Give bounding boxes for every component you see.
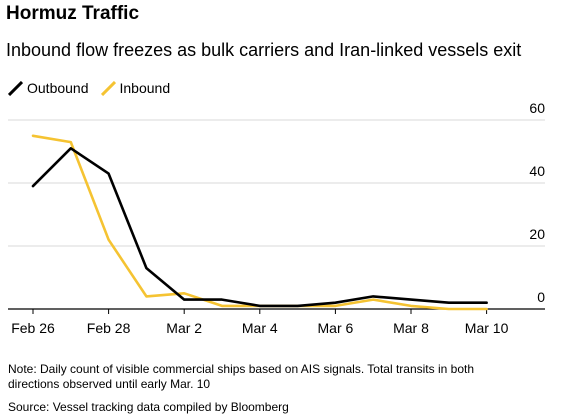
x-tick-label: Mar 4: [242, 320, 278, 336]
chart-title: Hormuz Traffic: [6, 3, 140, 24]
chart-note: Note: Daily count of visible commercial …: [8, 362, 475, 391]
legend-label-outbound: Outbound: [27, 80, 89, 96]
y-tick-label: 60: [529, 100, 545, 116]
series-line-inbound: [31, 134, 488, 311]
line-chart: 0 20 40 60 Feb 26 Feb 28 Mar 2 Mar 4 Mar 6 Mar 8 M…: [8, 100, 545, 336]
x-tick-label: Mar 8: [393, 320, 429, 336]
legend-swatch-outbound: [8, 80, 23, 96]
chart-subtitle: Inbound flow freezes as bulk carriers an…: [6, 40, 522, 60]
x-tick-label: Mar 10: [465, 320, 509, 336]
legend-item-inbound: Inbound: [100, 79, 171, 97]
y-tick-label: 0: [537, 289, 545, 305]
y-tick-label: 20: [529, 226, 545, 242]
x-tick-label: Mar 6: [318, 320, 354, 336]
legend-swatch-inbound: [100, 80, 116, 96]
legend-label-inbound: Inbound: [119, 80, 171, 96]
x-tick-label: Mar 2: [166, 320, 202, 336]
x-tick-label: Feb 28: [87, 320, 131, 336]
series-line-outbound: [31, 147, 488, 308]
y-tick-label: 40: [529, 163, 545, 179]
x-tick-label: Feb 26: [11, 320, 55, 336]
chart-legend: Outbound Inbound: [8, 79, 182, 97]
legend-item-outbound: Outbound: [8, 79, 89, 97]
chart-source: Source: Vessel tracking data compiled by…: [8, 400, 289, 414]
